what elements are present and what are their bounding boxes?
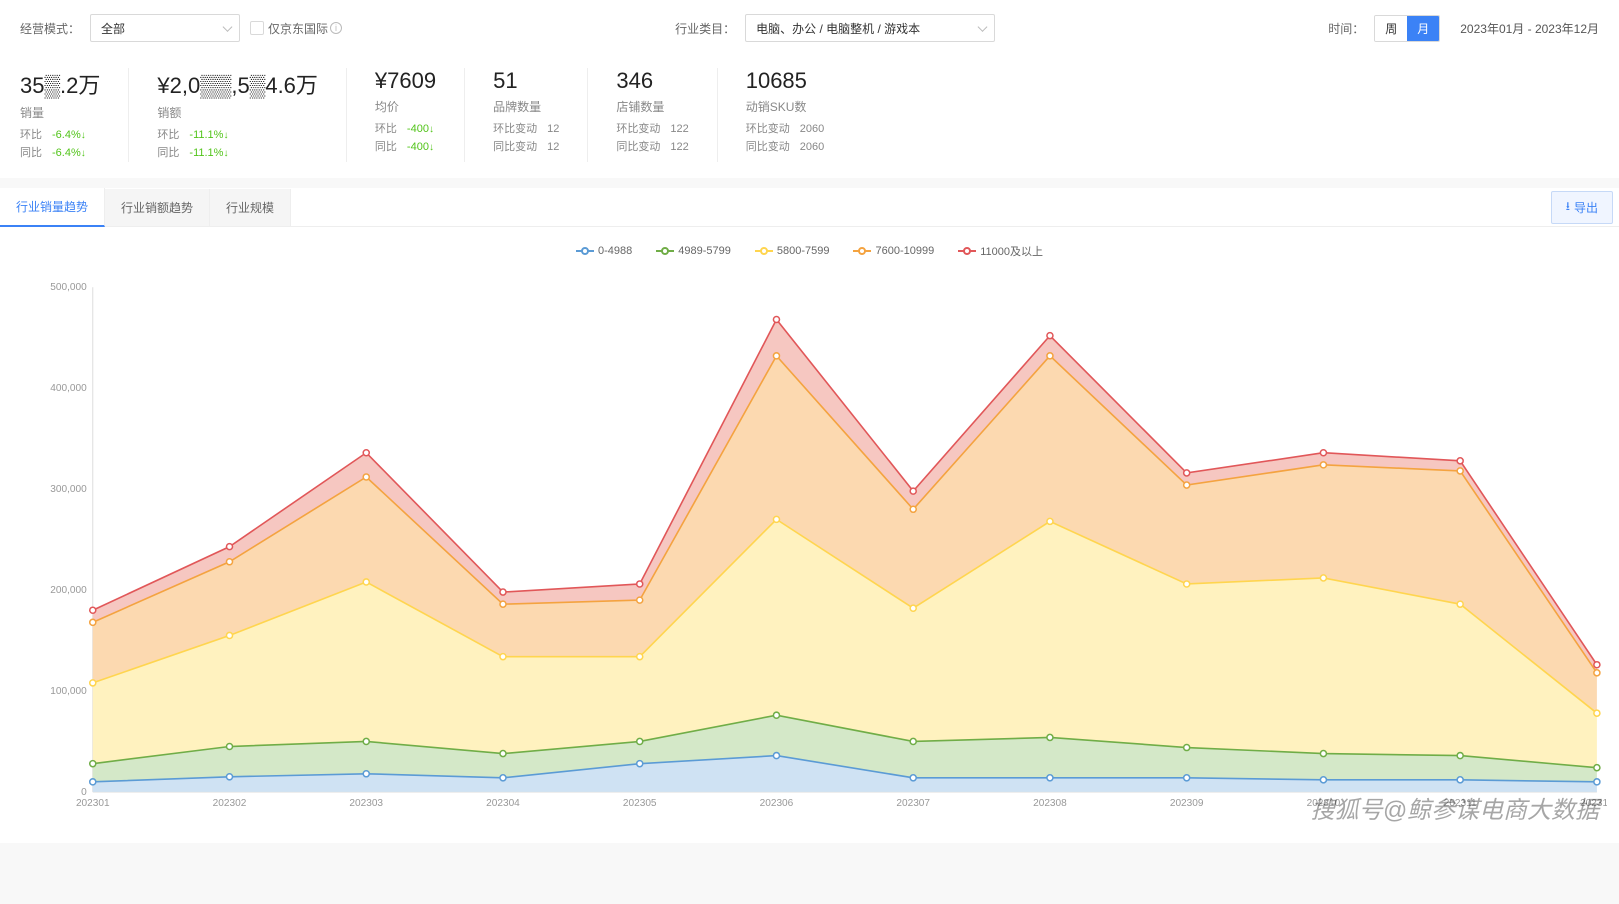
svg-text:500,000: 500,000 bbox=[50, 282, 87, 293]
svg-text:202307: 202307 bbox=[896, 798, 930, 809]
metric-name: 动销SKU数 bbox=[746, 98, 824, 115]
category-select-value: 电脑、办公 / 电脑整机 / 游戏本 bbox=[756, 20, 920, 37]
metric-value: ¥7609 bbox=[375, 68, 436, 94]
tab-2[interactable]: 行业规模 bbox=[210, 189, 291, 226]
svg-text:0: 0 bbox=[81, 787, 87, 798]
metric-name: 销额 bbox=[157, 104, 318, 121]
metric-value: 35▒.2万 bbox=[20, 68, 100, 100]
svg-text:202308: 202308 bbox=[1033, 798, 1067, 809]
metric-name: 均价 bbox=[375, 98, 436, 115]
metric-value: 51 bbox=[493, 68, 559, 94]
time-label: 时间： bbox=[1328, 20, 1364, 37]
seg-month-button[interactable]: 月 bbox=[1407, 16, 1439, 41]
tab-1[interactable]: 行业销额趋势 bbox=[105, 189, 210, 226]
metric-value: 346 bbox=[616, 68, 688, 94]
svg-text:202304: 202304 bbox=[486, 798, 520, 809]
chart-panel: 行业销量趋势行业销额趋势行业规模 导出 0-4988 4989-5799 5800-7… bbox=[0, 188, 1619, 842]
legend-item[interactable]: 7600-10999 bbox=[853, 243, 934, 259]
svg-text:202311: 202311 bbox=[1444, 798, 1477, 809]
legend-item[interactable]: 0-4988 bbox=[576, 243, 632, 259]
tab-0[interactable]: 行业销量趋势 bbox=[0, 188, 105, 227]
metric-card: ¥2,0▒▒,5▒4.6万 销额 环比-11.1%同比-11.1% bbox=[129, 68, 347, 162]
svg-text:100,000: 100,000 bbox=[50, 686, 87, 697]
category-select[interactable]: 电脑、办公 / 电脑整机 / 游戏本 bbox=[745, 14, 995, 42]
mode-select-value: 全部 bbox=[101, 20, 125, 37]
svg-text:202305: 202305 bbox=[623, 798, 657, 809]
export-button[interactable]: 导出 bbox=[1551, 191, 1613, 224]
metric-value: 10685 bbox=[746, 68, 824, 94]
metric-value: ¥2,0▒▒,5▒4.6万 bbox=[157, 68, 318, 100]
trend-chart: 0 100,000 200,000 300,000 400,000 500,000 2023… bbox=[12, 267, 1607, 832]
date-range[interactable]: 2023年01月 - 2023年12月 bbox=[1460, 20, 1599, 37]
metric-name: 店铺数量 bbox=[616, 98, 688, 115]
metric-name: 销量 bbox=[20, 104, 100, 121]
svg-text:202301: 202301 bbox=[76, 798, 110, 809]
seg-week-button[interactable]: 周 bbox=[1375, 16, 1407, 41]
metrics-row: 35▒.2万 销量 环比-6.4%同比-6.4%¥2,0▒▒,5▒4.6万 销额… bbox=[0, 56, 1619, 178]
metric-card: 35▒.2万 销量 环比-6.4%同比-6.4% bbox=[20, 68, 129, 162]
filter-bar: 经营模式： 全部 仅京东国际 i 行业类目： 电脑、办公 / 电脑整机 / 游戏… bbox=[0, 0, 1619, 56]
svg-text:202310: 202310 bbox=[1307, 798, 1341, 809]
chart-legend: 0-4988 4989-5799 5800-7599 7600-10999 11000及… bbox=[12, 243, 1607, 259]
metric-card: 51 品牌数量 环比变动12同比变动12 bbox=[465, 68, 588, 162]
mode-label: 经营模式： bbox=[20, 20, 80, 37]
svg-text:202303: 202303 bbox=[349, 798, 383, 809]
svg-text:300,000: 300,000 bbox=[50, 484, 87, 495]
jd-international-checkbox[interactable]: 仅京东国际 i bbox=[250, 20, 342, 37]
metric-card: 346 店铺数量 环比变动122同比变动122 bbox=[588, 68, 717, 162]
svg-text:400,000: 400,000 bbox=[50, 383, 87, 394]
legend-item[interactable]: 5800-7599 bbox=[755, 243, 830, 259]
svg-text:202312: 202312 bbox=[1580, 798, 1607, 809]
legend-item[interactable]: 11000及以上 bbox=[958, 243, 1043, 259]
jd-international-label: 仅京东国际 bbox=[268, 20, 328, 37]
svg-text:200,000: 200,000 bbox=[50, 585, 87, 596]
info-icon: i bbox=[330, 22, 342, 34]
tab-bar: 行业销量趋势行业销额趋势行业规模 导出 bbox=[0, 188, 1619, 227]
svg-text:202306: 202306 bbox=[760, 798, 794, 809]
metric-name: 品牌数量 bbox=[493, 98, 559, 115]
legend-item[interactable]: 4989-5799 bbox=[656, 243, 731, 259]
metric-card: 10685 动销SKU数 环比变动2060同比变动2060 bbox=[718, 68, 852, 162]
chart-area: 0-4988 4989-5799 5800-7599 7600-10999 11000及… bbox=[0, 227, 1619, 842]
svg-text:202309: 202309 bbox=[1170, 798, 1204, 809]
checkbox-icon bbox=[250, 21, 264, 35]
category-label: 行业类目： bbox=[675, 20, 735, 37]
svg-text:202302: 202302 bbox=[213, 798, 247, 809]
mode-select[interactable]: 全部 bbox=[90, 14, 240, 42]
time-segment: 周 月 bbox=[1374, 15, 1440, 42]
metric-card: ¥7609 均价 环比-400同比-400 bbox=[347, 68, 465, 162]
top-panel: 经营模式： 全部 仅京东国际 i 行业类目： 电脑、办公 / 电脑整机 / 游戏… bbox=[0, 0, 1619, 178]
